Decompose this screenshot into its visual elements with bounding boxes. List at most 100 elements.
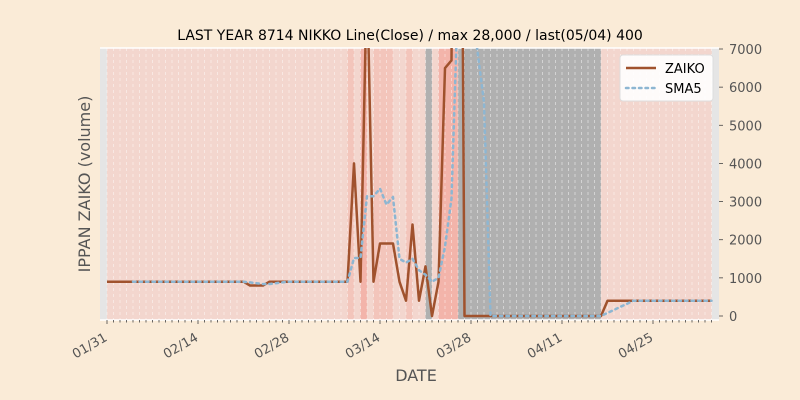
band-day-1 [107, 48, 114, 320]
band-day-13 [185, 48, 192, 320]
band-day-72 [568, 48, 576, 320]
band-day-20 [230, 48, 238, 320]
band-day-76 [594, 48, 602, 320]
band-day-31 [302, 48, 309, 320]
band-day-19 [224, 48, 231, 320]
band-day-3 [120, 48, 127, 320]
band-day-21 [237, 48, 244, 320]
y-tick-label: 3000 [729, 196, 762, 211]
series-line-sma5 [131, 48, 713, 318]
band-day-63 [510, 48, 517, 320]
band-day-28 [282, 48, 290, 320]
band-day-80 [620, 48, 628, 320]
band-day-27 [276, 48, 283, 320]
x-tick-label: 04/11 [525, 330, 565, 362]
band-day-15 [198, 48, 205, 320]
x-tick-label: 04/25 [616, 330, 656, 362]
band-day-90 [685, 48, 693, 320]
y-tick-label: 5000 [729, 119, 762, 134]
plot-area: 01/31 02/14 02/28 03/14 03/28 04/11 04/25 0 1000… [70, 43, 762, 362]
band-day-73 [575, 48, 582, 320]
x-tick-label: 02/14 [161, 330, 201, 362]
band-day-2 [113, 48, 121, 320]
y-tick-label: 6000 [729, 81, 762, 96]
x-tick-label: 01/31 [70, 330, 110, 362]
band-day-87 [666, 48, 673, 320]
band-day-61 [497, 48, 504, 320]
band-day-65 [523, 48, 530, 320]
band-day-16 [204, 48, 212, 320]
band-day-66 [529, 48, 537, 320]
y-axis-label: IPPAN ZAIKO (volume) [75, 96, 94, 273]
band-day-35 [328, 48, 335, 320]
legend-box [619, 54, 714, 102]
band-day-56 [464, 48, 472, 320]
band-day-45 [393, 48, 400, 320]
y-tick-label: 7000 [729, 43, 762, 58]
band-day-53 [445, 48, 452, 320]
band-day-29 [289, 48, 296, 320]
band-day-83 [640, 48, 647, 320]
band-day-5 [133, 48, 140, 320]
background-bands [107, 48, 712, 320]
band-day-39 [354, 48, 361, 320]
band-day-22 [243, 48, 251, 320]
band-day-48 [412, 48, 420, 320]
band-day-92 [698, 48, 706, 320]
band-day-71 [562, 48, 569, 320]
band-day-44 [386, 48, 394, 320]
band-day-4 [126, 48, 134, 320]
band-day-33 [315, 48, 322, 320]
band-day-91 [692, 48, 699, 320]
band-day-58 [477, 48, 485, 320]
band-day-69 [549, 48, 556, 320]
band-day-60 [490, 48, 498, 320]
band-day-18 [217, 48, 225, 320]
band-day-23 [250, 48, 257, 320]
band-day-9 [159, 48, 166, 320]
band-day-8 [152, 48, 160, 320]
band-day-14 [191, 48, 199, 320]
band-day-62 [503, 48, 511, 320]
band-day-77 [601, 48, 608, 320]
band-day-51 [432, 48, 439, 320]
band-day-68 [542, 48, 550, 320]
band-day-10 [165, 48, 173, 320]
band-day-89 [679, 48, 686, 320]
y-tick-label: 4000 [729, 157, 762, 172]
band-day-79 [614, 48, 621, 320]
legend-label-sma5: SMA5 [665, 82, 702, 97]
band-day-64 [516, 48, 524, 320]
band-day-47 [406, 48, 413, 320]
x-tick-label: 02/28 [252, 330, 292, 362]
band-day-78 [607, 48, 615, 320]
band-day-38 [347, 48, 355, 320]
x-tick-label: 03/28 [434, 330, 474, 362]
band-day-75 [588, 48, 595, 320]
band-day-25 [263, 48, 270, 320]
y-tick-label: 2000 [729, 234, 762, 249]
y-tick-label: 1000 [729, 272, 762, 287]
band-day-12 [178, 48, 186, 320]
band-day-17 [211, 48, 218, 320]
band-day-57 [471, 48, 478, 320]
band-day-46 [399, 48, 407, 320]
band-day-32 [308, 48, 316, 320]
band-day-37 [341, 48, 348, 320]
band-day-67 [536, 48, 543, 320]
x-tick-label: 03/14 [343, 330, 383, 362]
band-day-49 [419, 48, 426, 320]
band-day-42 [373, 48, 381, 320]
band-day-30 [295, 48, 303, 320]
band-day-54 [451, 48, 459, 320]
band-day-88 [672, 48, 680, 320]
band-day-50 [425, 48, 433, 320]
band-day-7 [146, 48, 153, 320]
band-day-24 [256, 48, 264, 320]
band-day-86 [659, 48, 667, 320]
band-day-36 [334, 48, 342, 320]
band-day-85 [653, 48, 660, 320]
band-day-84 [646, 48, 654, 320]
